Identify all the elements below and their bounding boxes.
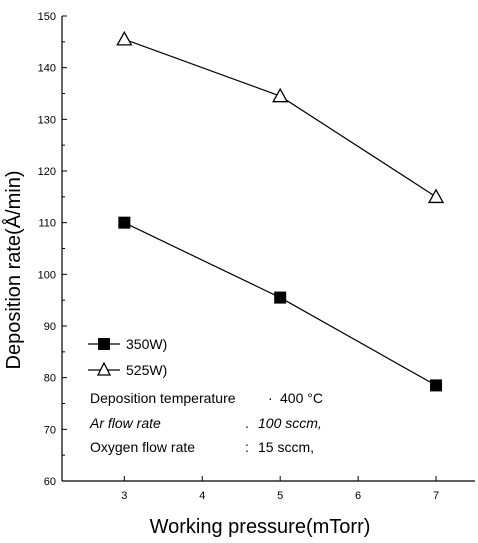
data-point-triangle xyxy=(116,30,133,46)
data-series xyxy=(116,30,445,392)
y-ticks: 60 70 80 90 100 110 120 130 140 150 xyxy=(38,11,67,488)
annotation-ar-sep: . xyxy=(245,415,249,431)
series-line-1 xyxy=(124,222,437,386)
x-tick-label: 3 xyxy=(121,490,127,502)
data-point-triangle xyxy=(427,188,445,204)
annotation-temperature-label: Deposition temperature xyxy=(90,390,236,406)
y-tick-label: 130 xyxy=(38,114,56,126)
legend: 350W) 525W) xyxy=(88,336,167,378)
series-line-2 xyxy=(124,38,437,198)
annotation-temperature-value: 400 °C xyxy=(280,390,323,406)
y-tick-label: 150 xyxy=(38,11,56,23)
legend-marker-350w xyxy=(98,338,110,350)
x-axis-title: Working pressure(mTorr) xyxy=(150,516,371,538)
y-tick-label: 120 xyxy=(38,166,56,178)
x-tick-label: 7 xyxy=(433,490,439,502)
annotation-ar-value: 100 sccm, xyxy=(258,415,322,431)
x-tick-label: 6 xyxy=(355,490,361,502)
y-tick-label: 110 xyxy=(38,218,56,230)
annotation-ar-label: Ar flow rate xyxy=(89,415,161,431)
y-tick-label: 90 xyxy=(44,321,56,333)
x-tick-label: 4 xyxy=(199,490,205,502)
x-tick-label: 5 xyxy=(277,490,283,502)
legend-label-350w: 350W) xyxy=(126,336,167,352)
y-tick-label: 80 xyxy=(44,373,56,385)
x-ticks: 3 4 5 6 7 xyxy=(121,476,439,502)
annotation-oxygen-value: 15 sccm, xyxy=(258,439,314,455)
y-tick-label: 60 xyxy=(44,476,56,488)
y-tick-label: 70 xyxy=(44,424,56,436)
legend-label-525w: 525W) xyxy=(126,362,167,378)
axes xyxy=(61,16,475,482)
annotation-oxygen-label: Oxygen flow rate xyxy=(90,439,195,455)
y-tick-label: 100 xyxy=(38,269,56,281)
legend-marker-525w xyxy=(96,361,112,376)
y-axis-title: Deposition rate(Å/min) xyxy=(2,171,25,370)
annotation-oxygen-sep: : xyxy=(245,439,249,455)
annotation-temperature-sep: · xyxy=(268,390,273,406)
data-point-triangle xyxy=(272,87,289,103)
data-point-square xyxy=(118,216,131,229)
data-point-square xyxy=(430,379,443,392)
y-tick-label: 140 xyxy=(38,63,56,75)
data-point-square xyxy=(274,291,287,304)
annotations: Deposition temperature · 400 °C Ar flow … xyxy=(89,390,323,455)
